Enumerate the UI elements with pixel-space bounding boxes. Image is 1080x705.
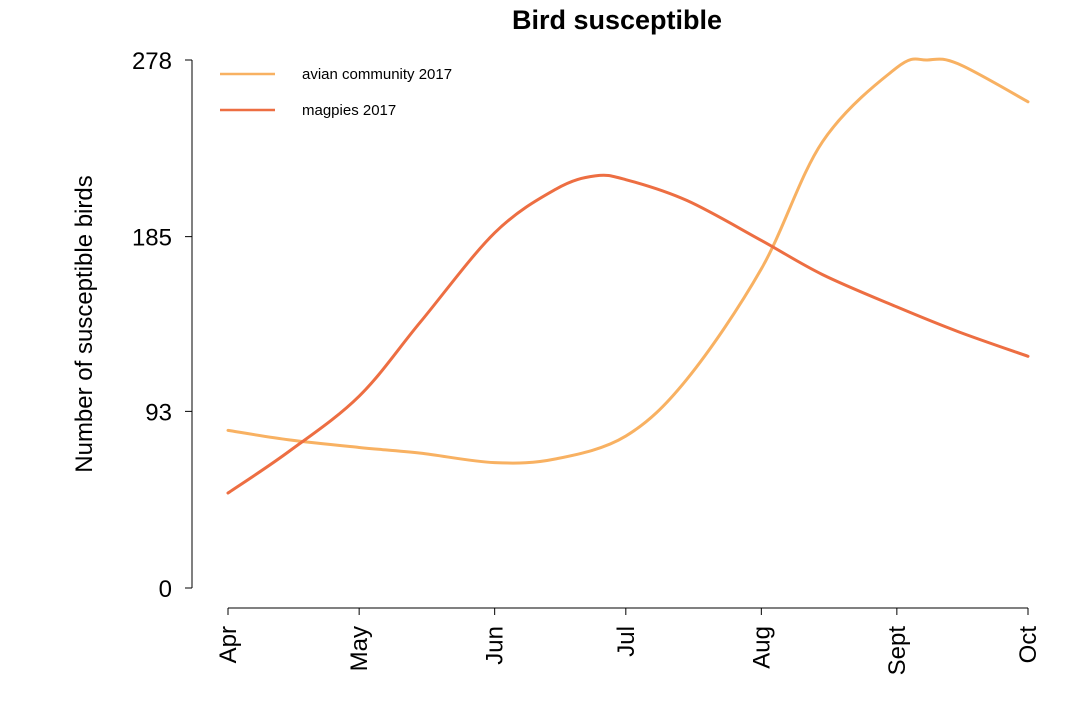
legend: avian community 2017 magpies 2017	[220, 66, 452, 119]
x-axis: Apr May Jun Jul Aug Sept Oct	[215, 607, 1042, 676]
y-tick-label-93: 93	[145, 399, 172, 426]
x-tick-label-apr: Apr	[215, 626, 242, 663]
legend-label-0: avian community 2017	[302, 66, 452, 83]
series-line-avian-community-2017	[226, 57, 1030, 465]
y-axis-label: Number of susceptible birds	[71, 175, 98, 472]
x-tick-label-sept: Sept	[884, 626, 911, 676]
x-tick-label-jul: Jul	[613, 626, 640, 657]
x-tick-label-may: May	[346, 626, 373, 671]
y-tick-label-185: 185	[132, 225, 172, 252]
x-tick-label-oct: Oct	[1015, 626, 1042, 664]
x-tick-label-aug: Aug	[748, 626, 775, 669]
y-axis: 0 93 185 278	[132, 48, 193, 603]
legend-label-1: magpies 2017	[302, 102, 396, 119]
series-line-magpies-2017	[226, 173, 1030, 495]
series-layer	[226, 57, 1030, 495]
chart-title: Bird susceptible	[512, 5, 722, 35]
y-tick-label-0: 0	[159, 576, 172, 603]
x-tick-label-jun: Jun	[482, 626, 509, 665]
y-tick-label-278: 278	[132, 48, 172, 75]
